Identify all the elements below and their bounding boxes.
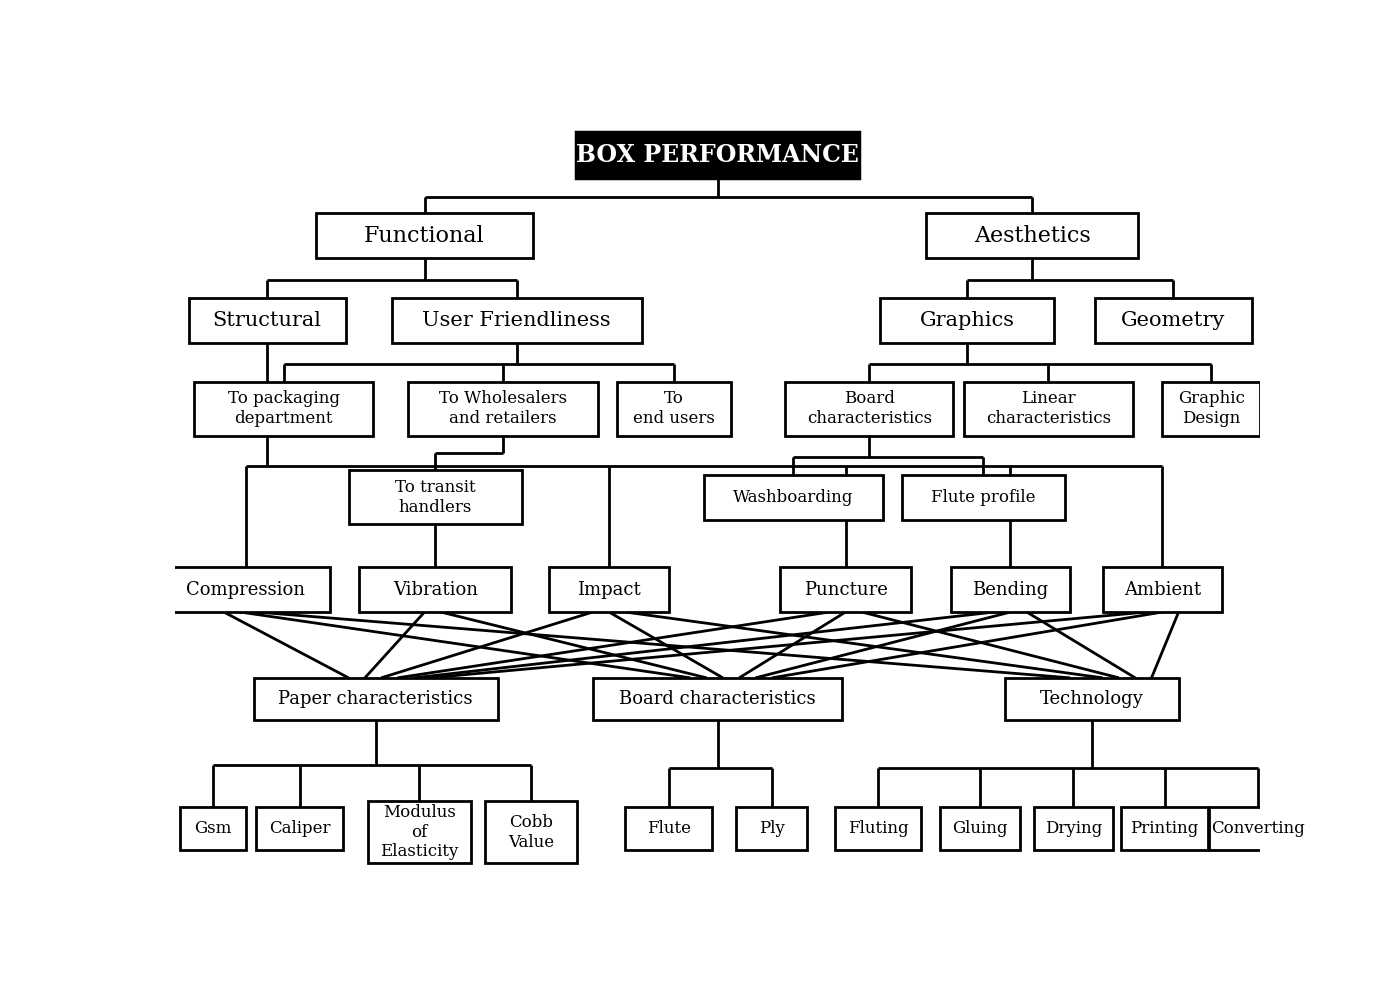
Text: Paper characteristics: Paper characteristics [279, 690, 473, 708]
Text: Geometry: Geometry [1121, 311, 1225, 330]
Text: Ply: Ply [759, 820, 784, 837]
FancyBboxPatch shape [407, 382, 598, 436]
FancyBboxPatch shape [785, 382, 953, 436]
Text: Washboarding: Washboarding [734, 489, 854, 506]
FancyBboxPatch shape [549, 567, 669, 612]
FancyBboxPatch shape [626, 807, 713, 850]
FancyBboxPatch shape [902, 475, 1065, 520]
Text: Graphics: Graphics [920, 311, 1015, 330]
Text: Aesthetics: Aesthetics [974, 225, 1091, 246]
Text: BOX PERFORMANCE: BOX PERFORMANCE [575, 143, 860, 167]
FancyBboxPatch shape [368, 801, 470, 863]
FancyBboxPatch shape [161, 567, 329, 612]
Text: Linear
characteristics: Linear characteristics [986, 390, 1112, 427]
Text: Ambient: Ambient [1124, 581, 1201, 599]
Text: Vibration: Vibration [393, 581, 477, 599]
FancyBboxPatch shape [834, 807, 921, 850]
Text: Printing: Printing [1130, 820, 1198, 837]
FancyBboxPatch shape [256, 807, 343, 850]
FancyBboxPatch shape [704, 475, 883, 520]
FancyBboxPatch shape [360, 567, 511, 612]
FancyBboxPatch shape [349, 470, 522, 524]
FancyBboxPatch shape [484, 801, 577, 863]
FancyBboxPatch shape [736, 807, 806, 850]
Text: Modulus
of
Elasticity: Modulus of Elasticity [379, 804, 458, 860]
Text: Technology: Technology [1040, 690, 1144, 708]
FancyBboxPatch shape [392, 298, 641, 343]
Text: User Friendliness: User Friendliness [423, 311, 610, 330]
Text: To packaging
department: To packaging department [227, 390, 339, 427]
FancyBboxPatch shape [617, 382, 731, 436]
FancyBboxPatch shape [195, 382, 372, 436]
Text: Cobb
Value: Cobb Value [508, 814, 554, 851]
FancyBboxPatch shape [941, 807, 1019, 850]
FancyBboxPatch shape [1033, 807, 1113, 850]
Text: To Wholesalers
and retailers: To Wholesalers and retailers [438, 390, 567, 427]
FancyBboxPatch shape [1095, 298, 1252, 343]
Text: Impact: Impact [577, 581, 641, 599]
FancyBboxPatch shape [951, 567, 1070, 612]
Text: Gsm: Gsm [195, 820, 231, 837]
FancyBboxPatch shape [189, 298, 346, 343]
FancyBboxPatch shape [1103, 567, 1222, 612]
FancyBboxPatch shape [881, 298, 1054, 343]
Text: Caliper: Caliper [269, 820, 330, 837]
Text: Graphic
Design: Graphic Design [1177, 390, 1245, 427]
Text: Functional: Functional [364, 225, 484, 246]
FancyBboxPatch shape [181, 807, 245, 850]
Text: Compression: Compression [186, 581, 305, 599]
FancyBboxPatch shape [1121, 807, 1208, 850]
Text: Board characteristics: Board characteristics [619, 690, 816, 708]
Text: Fluting: Fluting [848, 820, 909, 837]
Text: Converting: Converting [1211, 820, 1305, 837]
Text: Drying: Drying [1044, 820, 1102, 837]
Text: Gluing: Gluing [952, 820, 1008, 837]
Text: Flute: Flute [647, 820, 690, 837]
Text: To transit
handlers: To transit handlers [395, 479, 476, 516]
FancyBboxPatch shape [1162, 382, 1260, 436]
FancyBboxPatch shape [1210, 807, 1306, 850]
FancyBboxPatch shape [316, 213, 533, 258]
FancyBboxPatch shape [965, 382, 1133, 436]
FancyBboxPatch shape [253, 678, 498, 720]
FancyBboxPatch shape [780, 567, 910, 612]
Text: Puncture: Puncture [804, 581, 888, 599]
Text: Structural: Structural [213, 311, 322, 330]
FancyBboxPatch shape [1005, 678, 1179, 720]
Text: Board
characteristics: Board characteristics [806, 390, 932, 427]
FancyBboxPatch shape [577, 132, 858, 178]
Text: Flute profile: Flute profile [931, 489, 1036, 506]
Text: Bending: Bending [973, 581, 1049, 599]
FancyBboxPatch shape [927, 213, 1138, 258]
FancyBboxPatch shape [592, 678, 843, 720]
Text: To
end users: To end users [633, 390, 715, 427]
